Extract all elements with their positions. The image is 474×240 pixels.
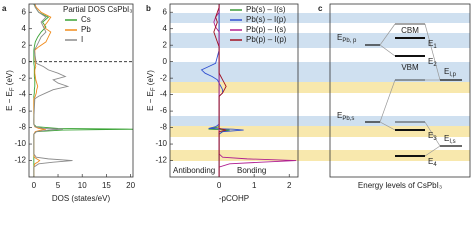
x-tick-label: 20 xyxy=(126,181,135,190)
x-tick-label: 1 xyxy=(252,181,257,190)
level-label-part: E xyxy=(428,157,433,166)
series-line xyxy=(213,4,297,177)
level-label-part: E xyxy=(337,111,342,120)
annotation: Antibonding xyxy=(173,166,215,175)
level-label-part: Pb, p xyxy=(342,38,357,44)
x-axis-label: -pCOHP xyxy=(219,194,249,203)
level-label: E1 xyxy=(428,39,437,49)
panel-label: b xyxy=(146,4,151,13)
y-tick-label: -2 xyxy=(160,73,168,82)
y-tick-label: -6 xyxy=(160,106,168,115)
x-tick-label: 0 xyxy=(217,181,222,190)
level-label-part: E xyxy=(337,33,342,42)
y-axis-label-part: (eV) xyxy=(146,70,155,88)
energy-levels xyxy=(365,23,462,157)
legend-label: Cs xyxy=(81,15,91,24)
y-tick-label: -4 xyxy=(19,90,27,99)
legend-label: Pb(s) – I(s) xyxy=(246,5,286,14)
y-tick-label: 4 xyxy=(163,24,168,33)
series-line xyxy=(33,4,52,177)
level-label-part: 3 xyxy=(433,136,437,142)
level-label-part: E xyxy=(444,67,449,76)
level-label: EPb,s xyxy=(337,111,354,121)
band xyxy=(170,82,470,93)
y-axis-label-part: F xyxy=(10,87,16,91)
level-label-part: 4 xyxy=(433,162,437,168)
level-label-part: E xyxy=(428,131,433,140)
y-tick-label: -4 xyxy=(160,90,168,99)
y-tick-label: 6 xyxy=(22,7,27,16)
y-axis-label-part: E − E xyxy=(5,91,14,111)
diagram-title: Energy levels of CsPbI₃ xyxy=(358,181,442,190)
level-label-part: 1 xyxy=(433,44,437,50)
level-label-part: E xyxy=(444,134,449,143)
panel-label: c xyxy=(318,4,323,13)
plot-frame xyxy=(169,3,299,178)
level-label-part: 2 xyxy=(433,62,437,68)
y-axis-label: E − EF (eV) xyxy=(146,70,156,111)
y-tick-label: -10 xyxy=(14,139,26,148)
y-tick-label: -8 xyxy=(160,123,168,132)
legend-label: Pb(p) – I(p) xyxy=(246,35,287,44)
legend-title: Partial DOS CsPbI₃ xyxy=(63,5,133,14)
legend-label: Pb(p) – I(s) xyxy=(246,25,286,34)
y-tick-label: -12 xyxy=(155,156,167,165)
x-axis-label: DOS (states/eV) xyxy=(52,194,111,203)
level-label: E4 xyxy=(428,157,437,167)
level-label: EI,p xyxy=(444,67,457,77)
y-tick-label: -8 xyxy=(19,123,27,132)
level-label: E3 xyxy=(428,131,437,141)
connectors xyxy=(379,23,441,157)
level-label-part: Pb,s xyxy=(342,116,354,122)
y-tick-label: -10 xyxy=(155,139,167,148)
annotation: Bonding xyxy=(237,166,266,175)
y-tick-label: -2 xyxy=(19,73,27,82)
series-group xyxy=(33,4,133,177)
legend-label: Pb(s) – I(p) xyxy=(246,15,286,24)
level-label: E2 xyxy=(428,57,437,67)
level-label-part: I,s xyxy=(449,139,455,145)
x-tick-label: 10 xyxy=(78,181,87,190)
level-label: EI,s xyxy=(444,134,456,144)
y-tick-label: 2 xyxy=(163,40,168,49)
y-axis-label-part: F xyxy=(151,87,157,91)
band xyxy=(170,13,470,23)
band xyxy=(170,33,470,48)
level-label: EPb, p xyxy=(337,33,357,43)
band xyxy=(170,62,470,82)
x-tick-label: 5 xyxy=(56,181,61,190)
y-tick-label: 0 xyxy=(163,57,168,66)
series-line xyxy=(213,4,227,177)
series-line xyxy=(33,4,73,177)
plot-frame xyxy=(28,3,134,178)
y-axis-label-part: (eV) xyxy=(5,70,14,88)
panel-frame xyxy=(329,3,471,178)
level-label-part: I,p xyxy=(449,72,456,78)
y-tick-label: -12 xyxy=(14,156,26,165)
highlight-bands xyxy=(170,13,470,161)
panel-label: a xyxy=(2,4,7,13)
y-axis-label-part: E − E xyxy=(146,91,155,111)
legend-label: Pb xyxy=(81,25,91,34)
y-axis-label: E − EF (eV) xyxy=(5,70,15,111)
band xyxy=(170,116,470,126)
x-tick-label: 0 xyxy=(32,181,37,190)
legend-label: I xyxy=(81,35,83,44)
level-label-part: E xyxy=(428,39,433,48)
x-tick-label: 2 xyxy=(287,181,292,190)
level-label-part: E xyxy=(428,57,433,66)
y-tick-label: 4 xyxy=(22,24,27,33)
y-tick-label: 0 xyxy=(22,57,27,66)
band xyxy=(170,126,470,137)
band-edge-label: CBM xyxy=(401,26,419,35)
series-group xyxy=(200,4,297,177)
y-tick-label: 6 xyxy=(163,7,168,16)
y-tick-label: 2 xyxy=(22,40,27,49)
band xyxy=(170,150,470,161)
band-edge-label: VBM xyxy=(401,63,419,72)
x-tick-label: 15 xyxy=(102,181,111,190)
y-tick-label: -6 xyxy=(19,106,27,115)
